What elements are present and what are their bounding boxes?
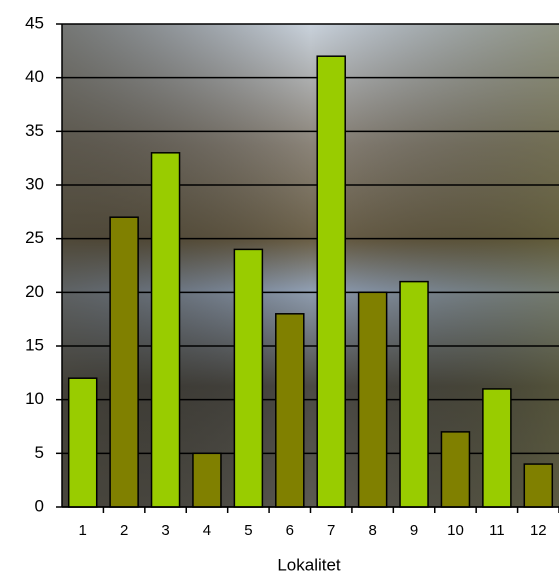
y-tick-label: 10 (25, 389, 44, 408)
x-tick-label: 8 (368, 522, 376, 539)
bar (150, 152, 181, 508)
bar (440, 431, 471, 508)
bar (233, 248, 264, 508)
y-tick-label: 30 (25, 174, 44, 193)
x-tick-label: 3 (161, 522, 169, 539)
y-tick-label: 15 (25, 335, 44, 354)
x-tick-label: 7 (327, 522, 335, 539)
x-tick-label: 9 (410, 522, 418, 539)
bar (192, 452, 222, 508)
bar (67, 377, 98, 508)
y-tick-label: 20 (25, 282, 44, 301)
x-tick-label: 10 (447, 522, 464, 539)
y-tick-label: 35 (25, 121, 44, 140)
bar (275, 313, 305, 508)
x-axis-label: Lokalitet (277, 555, 341, 574)
x-tick-label: 2 (120, 522, 128, 539)
bar (399, 280, 429, 508)
y-tick-label: 25 (25, 228, 44, 247)
y-tick-label: 40 (25, 67, 44, 86)
bar (357, 291, 388, 508)
y-tick-label: 0 (35, 496, 44, 515)
bar (523, 463, 554, 508)
bar (482, 388, 512, 508)
x-tick-label: 11 (489, 522, 505, 539)
x-tick-label: 6 (286, 522, 294, 539)
background-shade (62, 24, 559, 507)
bar (109, 216, 139, 508)
bar (316, 55, 346, 508)
y-tick-label: 5 (35, 443, 44, 462)
x-tick-label: 1 (79, 522, 87, 539)
x-tick-label: 4 (203, 522, 211, 539)
x-tick-label: 12 (530, 522, 547, 539)
x-tick-label: 5 (244, 522, 252, 539)
y-tick-label: 45 (25, 13, 44, 32)
